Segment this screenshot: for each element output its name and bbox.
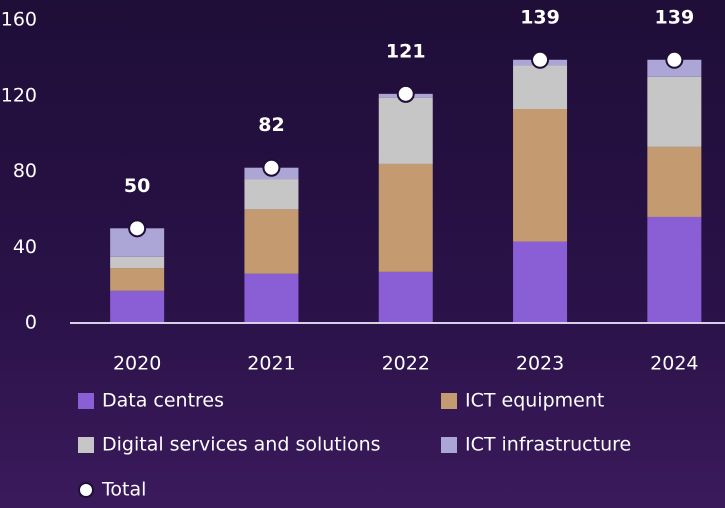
bar-segment (244, 179, 299, 210)
bar-segment (110, 290, 165, 323)
bar-segment (378, 163, 433, 272)
total-marker (396, 84, 415, 103)
total-marker (531, 50, 550, 69)
x-tick-label: 2024 (650, 353, 698, 375)
x-tick-label: 2020 (113, 353, 161, 375)
bar-segment (378, 271, 433, 323)
y-tick-label: 160 (1, 9, 37, 31)
total-label: 82 (258, 114, 284, 136)
bar-segment (513, 65, 568, 110)
bar-segment (513, 109, 568, 242)
legend-label: Digital services and solutions (102, 434, 381, 456)
total-label: 139 (655, 6, 695, 28)
legend-label: Data centres (102, 390, 224, 412)
legend-swatch (78, 393, 94, 409)
bar-segment (378, 97, 433, 164)
bar-segment (647, 146, 702, 217)
y-tick-label: 80 (13, 160, 37, 182)
bar-segment (647, 76, 702, 147)
bar-segment (244, 273, 299, 323)
bar-segment (647, 216, 702, 323)
legend-swatch (78, 437, 94, 453)
y-tick-label: 120 (1, 84, 37, 106)
x-tick-label: 2021 (247, 353, 295, 375)
legend-swatch (441, 393, 457, 409)
legend-total-marker (78, 482, 94, 498)
total-label: 139 (520, 6, 560, 28)
legend-label: Total (101, 479, 146, 501)
total-marker (262, 158, 281, 177)
total-label: 50 (124, 175, 150, 197)
x-tick-label: 2022 (382, 353, 430, 375)
y-tick-label: 0 (25, 312, 37, 334)
total-marker (128, 219, 147, 238)
total-label: 121 (386, 40, 426, 62)
x-tick-label: 2023 (516, 353, 564, 375)
y-tick-label: 40 (13, 236, 37, 258)
legend-label: ICT infrastructure (465, 434, 631, 456)
bar-segment (110, 256, 165, 269)
bar-segment (110, 268, 165, 291)
legend-swatch (441, 437, 457, 453)
total-marker (665, 50, 684, 69)
bar-segment (244, 209, 299, 274)
bar-segment (513, 241, 568, 323)
legend-label: ICT equipment (465, 390, 604, 412)
